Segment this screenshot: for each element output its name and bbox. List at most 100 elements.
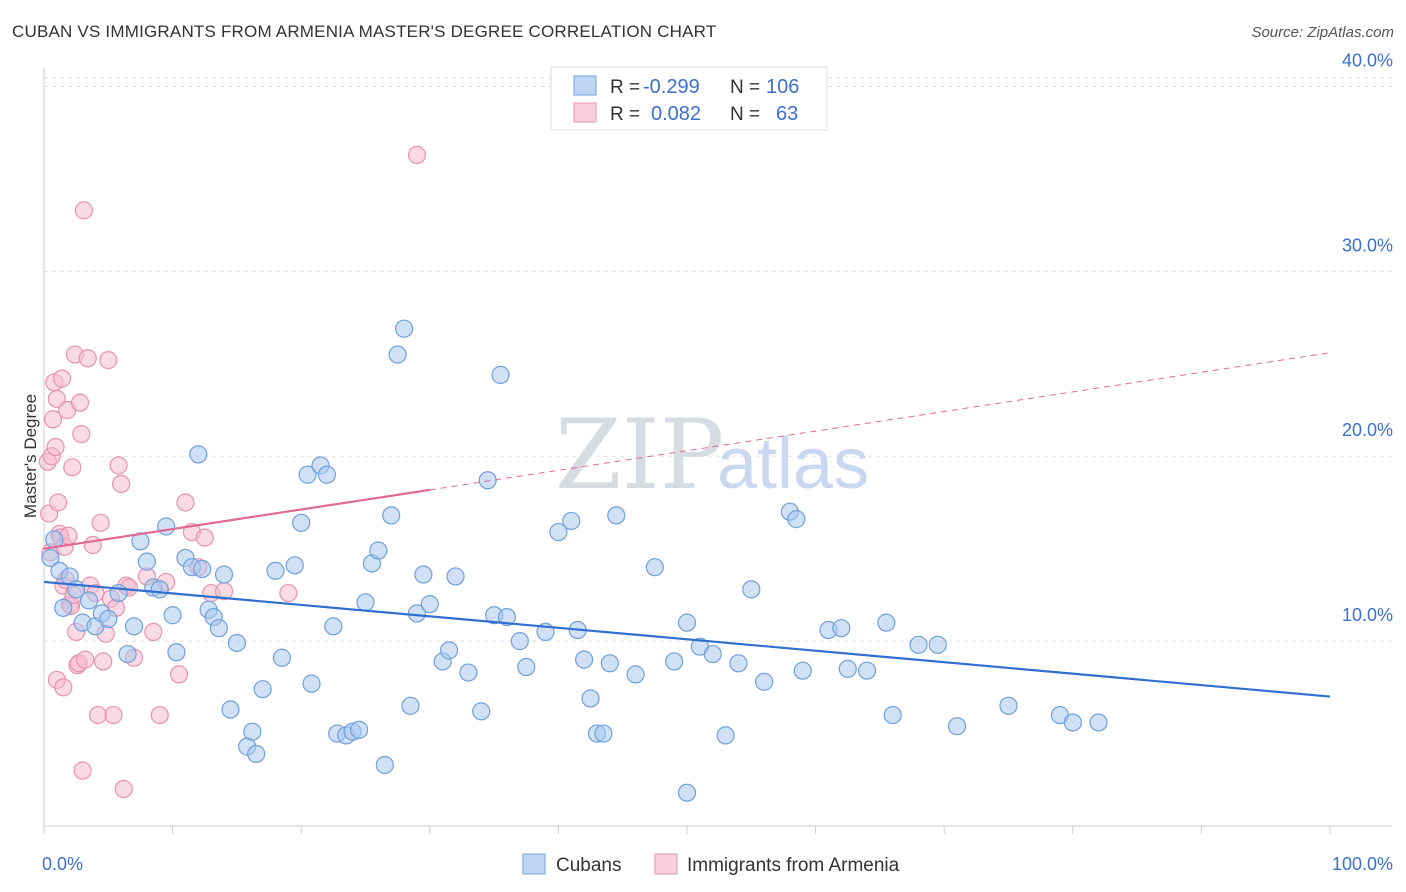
- stats-n-label-blue: N =: [730, 77, 760, 98]
- cubans-point: [243, 722, 262, 741]
- armenia-point: [52, 369, 72, 388]
- chart-title: CUBAN VS IMMIGRANTS FROM ARMENIA MASTER'…: [12, 22, 717, 41]
- cubans-point: [131, 532, 150, 551]
- cubans-point: [607, 506, 626, 525]
- cubans-point: [193, 559, 212, 579]
- cubans-point: [439, 641, 459, 660]
- stats-legend-frame: [550, 66, 828, 131]
- armenia-point: [109, 456, 128, 475]
- cubans-point: [150, 580, 169, 599]
- armenia-point: [47, 389, 66, 409]
- cubans-point: [877, 613, 896, 632]
- cubans-point: [388, 345, 407, 364]
- armenia-point: [176, 493, 195, 512]
- armenia-point: [195, 528, 214, 547]
- cubans-point: [253, 680, 272, 699]
- stats-n-value-blue: 106: [766, 76, 799, 98]
- armenia-point: [46, 437, 65, 457]
- watermark-atlas: atlas: [717, 424, 869, 504]
- cubans-point: [909, 635, 928, 654]
- armenia-point: [54, 678, 73, 697]
- armenia-point: [78, 349, 97, 368]
- armenia-point: [70, 393, 90, 412]
- cubans-point: [118, 644, 137, 664]
- armenia-point: [88, 705, 108, 725]
- axis-layer: 10.0% 20.0% 30.0% 40.0% 0.0% 100.0%: [42, 50, 1393, 874]
- stats-r-label-pink: R =: [610, 104, 640, 125]
- legend-swatch-armenia: [654, 853, 678, 875]
- armenia-point: [112, 474, 131, 494]
- cubans-point: [285, 556, 304, 575]
- armenia-point: [407, 145, 427, 164]
- armenia-point: [76, 650, 95, 669]
- stats-n-value-pink: 63: [776, 103, 798, 125]
- cubans-point: [214, 565, 234, 584]
- armenia-point: [150, 705, 169, 725]
- watermark: ZIP atlas: [555, 399, 869, 511]
- cubans-point: [298, 465, 317, 484]
- series-immigrants-from-armenia-points: [38, 145, 427, 799]
- cubans-point: [163, 606, 182, 625]
- armenia-point: [91, 513, 110, 532]
- cubans-point: [302, 674, 321, 693]
- armenia-point: [104, 705, 123, 725]
- armenia-point: [83, 535, 102, 555]
- cubans-point: [292, 513, 311, 532]
- cubans-point: [999, 696, 1018, 715]
- cubans-point: [600, 654, 619, 673]
- cubans-point: [677, 613, 697, 632]
- cubans-point: [227, 633, 246, 653]
- stats-legend-swatch-pink: [573, 102, 597, 123]
- armenia-point: [73, 761, 92, 780]
- cubans-point: [549, 522, 568, 542]
- armenia-point: [144, 622, 163, 641]
- series-legend: Cubans Immigrants from Armenia: [522, 853, 900, 876]
- armenia-point: [74, 201, 93, 220]
- cubans-point: [459, 663, 478, 682]
- cubans-point: [947, 717, 967, 736]
- cubans-point: [369, 541, 388, 560]
- legend-label-armenia: Immigrants from Armenia: [687, 855, 900, 876]
- armenia-point: [63, 458, 82, 477]
- grid-layer: [44, 77, 1392, 642]
- armenia-point: [279, 583, 298, 603]
- cubans-point: [54, 598, 73, 617]
- cubans-point: [247, 744, 266, 763]
- cubans-point: [1089, 713, 1108, 732]
- trend-lines: [43, 352, 1331, 698]
- cubans-point: [491, 365, 510, 384]
- cubans-point: [209, 619, 228, 638]
- cubans-point: [317, 465, 337, 484]
- watermark-zip: ZIP: [555, 399, 724, 511]
- cubans-point: [645, 558, 664, 577]
- cubans-point: [832, 619, 851, 638]
- cubans-point: [401, 696, 420, 715]
- cubans-point: [324, 617, 343, 636]
- cubans-point: [729, 654, 748, 673]
- cubans-point: [787, 510, 806, 529]
- cubans-point: [677, 783, 697, 802]
- cubans-point: [928, 635, 947, 654]
- cubans-point: [594, 724, 613, 743]
- armenia-point: [49, 493, 68, 512]
- stats-r-value-pink: 0.082: [651, 103, 701, 125]
- cubans-point: [510, 632, 529, 651]
- cubans-point: [394, 319, 414, 338]
- cubans-point: [575, 650, 594, 669]
- legend-swatch-cubans: [522, 853, 546, 875]
- cubans-point: [41, 548, 60, 568]
- cubans-point: [272, 648, 292, 667]
- y-tick-label: 20.0%: [1342, 420, 1393, 440]
- armenia-point: [94, 652, 113, 671]
- stats-r-value-blue: -0.299: [643, 76, 700, 98]
- x-tick-label: 100.0%: [1332, 854, 1393, 874]
- cubans-point: [626, 665, 645, 684]
- cubans-point: [517, 657, 536, 677]
- cubans-point: [665, 652, 684, 671]
- series-cubans-points: [41, 319, 1108, 802]
- stats-n-label-pink: N =: [730, 104, 760, 125]
- y-tick-label: 10.0%: [1342, 605, 1393, 625]
- cubans-point: [414, 565, 433, 584]
- cubans-point: [375, 755, 394, 775]
